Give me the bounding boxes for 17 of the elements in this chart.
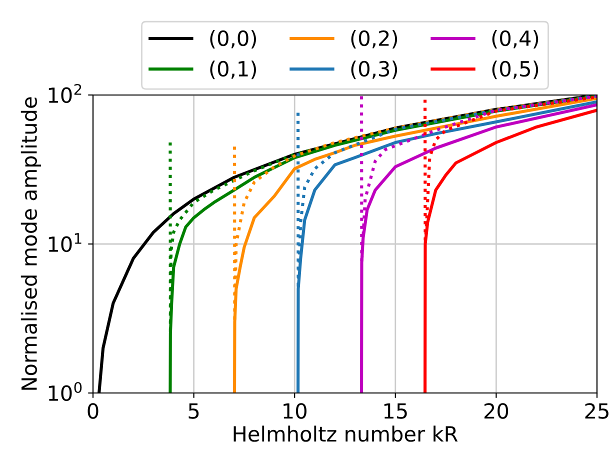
x-tick-label: 0 [88, 403, 98, 419]
x-tick-label: 15 [384, 403, 407, 419]
y-tick-label: 10$^{0}$ [48, 382, 82, 402]
legend-label: (0,5) [492, 60, 538, 80]
legend-label: (0,3) [351, 60, 398, 80]
legend-label: (0,1) [210, 60, 256, 80]
y-tick-label: 10$^{2}$ [48, 84, 82, 104]
x-tick-label: 5 [188, 403, 199, 419]
legend-label: (0,0) [210, 30, 256, 49]
y-axis-title: Normalised mode amplitude [20, 97, 42, 390]
x-tick-label: 10 [284, 403, 306, 419]
x-tick-label: 20 [484, 403, 508, 419]
legend-label: (0,2) [351, 30, 398, 49]
x-axis-title: Helmholtz number kR [234, 426, 458, 442]
legend-label: (0,4) [492, 30, 538, 49]
x-tick-label: 25 [585, 403, 608, 419]
y-tick-label: 10$^{1}$ [48, 233, 82, 252]
